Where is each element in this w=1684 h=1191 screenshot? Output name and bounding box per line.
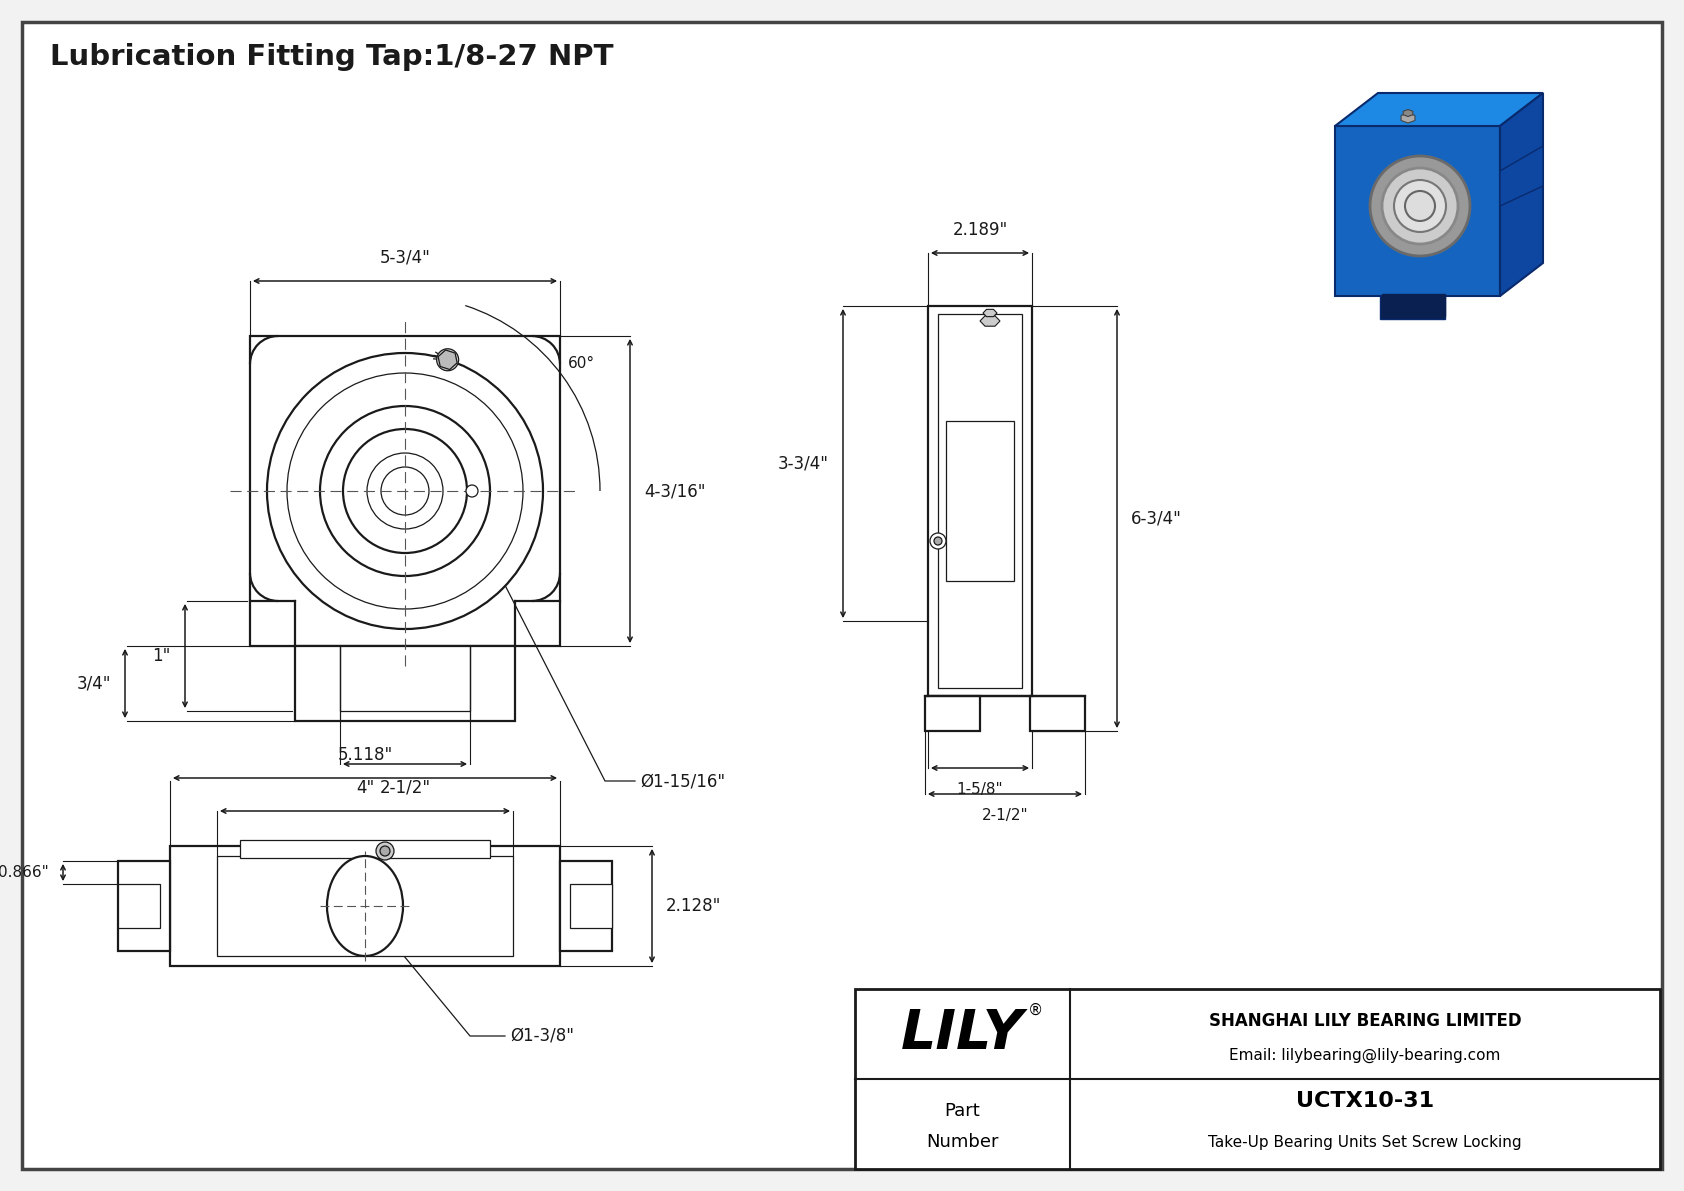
Polygon shape	[1401, 113, 1415, 123]
Circle shape	[1394, 180, 1447, 232]
Bar	[1335, 126, 1500, 297]
Text: 1-5/8": 1-5/8"	[957, 782, 1004, 797]
Circle shape	[1383, 168, 1458, 244]
Circle shape	[286, 373, 524, 609]
Circle shape	[935, 537, 941, 545]
Text: UCTX10-31: UCTX10-31	[1297, 1091, 1435, 1110]
Bar	[1383, 294, 1445, 316]
Text: Lubrication Fitting Tap:1/8-27 NPT: Lubrication Fitting Tap:1/8-27 NPT	[51, 43, 613, 71]
Text: 0.866": 0.866"	[0, 865, 49, 880]
Polygon shape	[1335, 93, 1543, 126]
Circle shape	[930, 534, 946, 549]
Circle shape	[268, 353, 542, 629]
Text: LILY: LILY	[901, 1008, 1024, 1061]
Circle shape	[1404, 191, 1435, 222]
Text: 5-3/4": 5-3/4"	[379, 249, 431, 267]
Text: Part: Part	[945, 1103, 980, 1121]
Circle shape	[376, 842, 394, 860]
Circle shape	[466, 485, 478, 497]
Ellipse shape	[327, 856, 402, 956]
Bar	[561, 861, 611, 950]
Circle shape	[436, 349, 458, 370]
Bar	[928, 306, 1032, 696]
Text: 2-1/2": 2-1/2"	[982, 807, 1029, 823]
Text: 6-3/4": 6-3/4"	[1132, 510, 1182, 528]
Text: 2.189": 2.189"	[953, 222, 1007, 239]
Bar	[569, 884, 611, 928]
Bar	[340, 646, 470, 711]
Text: 2.128": 2.128"	[665, 897, 721, 915]
Circle shape	[1371, 156, 1470, 256]
Polygon shape	[1403, 110, 1413, 117]
Text: ®: ®	[1027, 1003, 1042, 1017]
Text: 3-3/4": 3-3/4"	[778, 455, 829, 473]
Bar	[241, 840, 490, 858]
Polygon shape	[1500, 146, 1543, 206]
Text: 4-3/16": 4-3/16"	[643, 482, 706, 500]
Circle shape	[320, 406, 490, 576]
Text: Email: lilybearing@lily-bearing.com: Email: lilybearing@lily-bearing.com	[1229, 1048, 1500, 1064]
Circle shape	[381, 846, 391, 856]
Bar	[938, 314, 1022, 688]
Text: 2-1/2": 2-1/2"	[379, 778, 431, 796]
Bar	[170, 846, 561, 966]
Text: Ø1-3/8": Ø1-3/8"	[510, 1027, 574, 1045]
Bar	[925, 696, 980, 731]
Bar	[946, 420, 1014, 581]
Text: 4": 4"	[355, 779, 374, 797]
Text: 60°: 60°	[568, 356, 594, 372]
Text: Number: Number	[926, 1133, 999, 1151]
Bar	[1031, 696, 1084, 731]
Polygon shape	[1500, 93, 1543, 297]
Text: 3/4": 3/4"	[76, 674, 111, 692]
Bar	[118, 861, 170, 950]
Text: Take-Up Bearing Units Set Screw Locking: Take-Up Bearing Units Set Screw Locking	[1207, 1135, 1522, 1149]
Circle shape	[344, 429, 466, 553]
Polygon shape	[980, 316, 1000, 326]
Polygon shape	[1379, 297, 1445, 319]
Bar	[118, 884, 160, 928]
Text: SHANGHAI LILY BEARING LIMITED: SHANGHAI LILY BEARING LIMITED	[1209, 1012, 1521, 1030]
Circle shape	[367, 453, 443, 529]
Bar	[295, 646, 515, 721]
Circle shape	[381, 467, 429, 515]
Polygon shape	[983, 310, 997, 317]
Bar	[855, 989, 1660, 1170]
Polygon shape	[438, 350, 456, 369]
Text: 1": 1"	[153, 647, 172, 665]
Bar	[217, 856, 514, 956]
Text: Ø1-15/16": Ø1-15/16"	[640, 772, 726, 790]
Text: 5.118": 5.118"	[337, 746, 392, 763]
Bar	[249, 336, 561, 646]
